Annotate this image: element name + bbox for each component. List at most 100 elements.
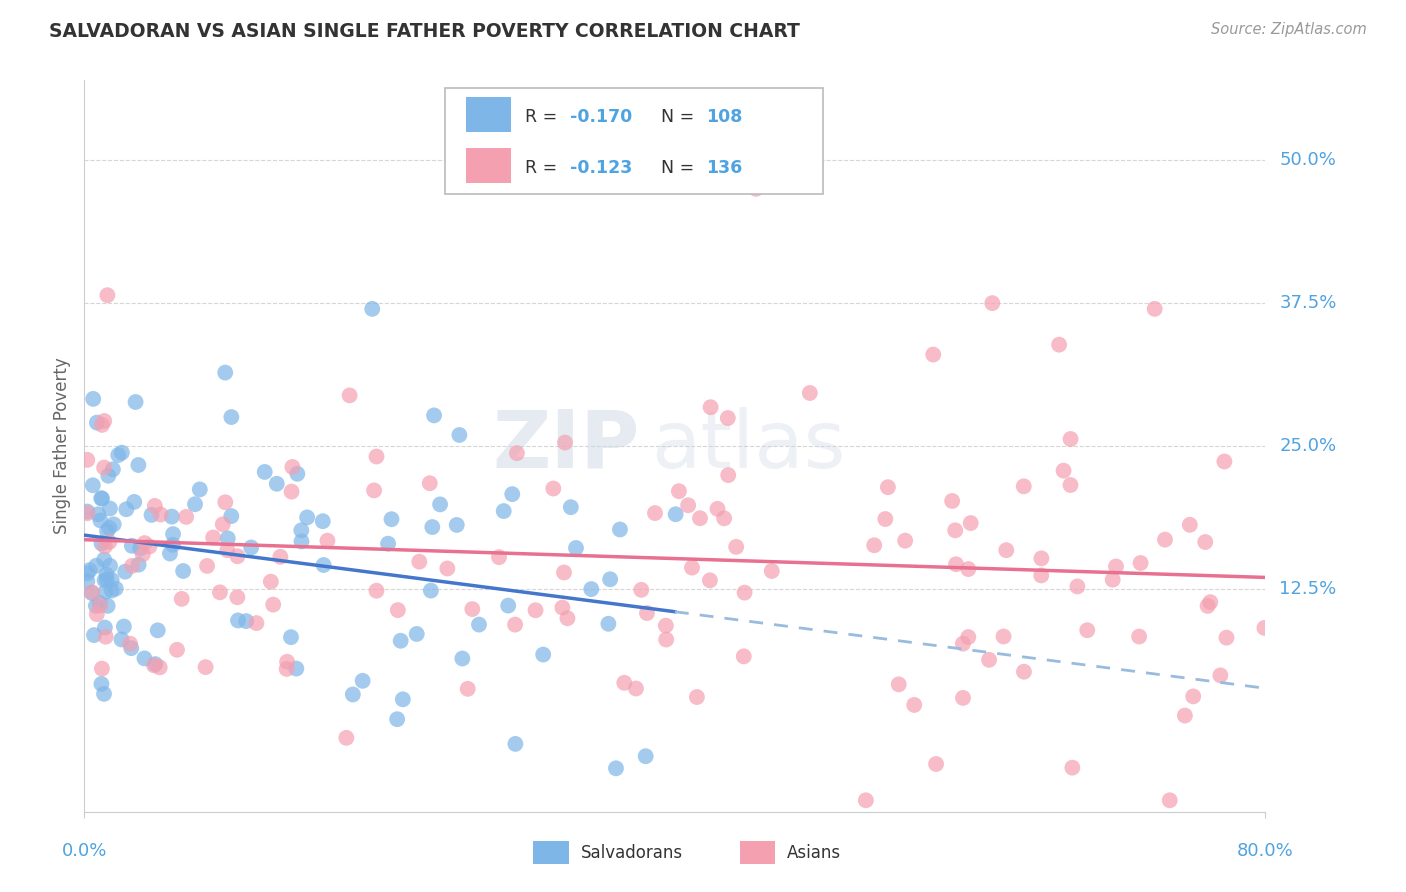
Point bbox=[159, 547, 181, 561]
Point bbox=[598, 616, 620, 631]
Text: 0.0%: 0.0% bbox=[62, 842, 107, 860]
Point bbox=[506, 446, 529, 460]
Point bbox=[531, 648, 554, 662]
Point bbox=[90, 677, 112, 691]
Point bbox=[634, 749, 657, 764]
Point bbox=[290, 524, 312, 538]
Point bbox=[226, 591, 249, 605]
Point bbox=[713, 511, 735, 525]
Point bbox=[761, 564, 783, 578]
Point bbox=[745, 182, 768, 196]
Point bbox=[312, 514, 335, 528]
Point bbox=[1047, 337, 1070, 351]
Point bbox=[89, 513, 111, 527]
Point bbox=[699, 401, 721, 415]
Point bbox=[925, 756, 948, 771]
Point bbox=[90, 491, 112, 506]
Point bbox=[686, 690, 709, 704]
Point bbox=[952, 637, 974, 651]
Y-axis label: Single Father Poverty: Single Father Poverty bbox=[53, 358, 72, 534]
Point bbox=[419, 583, 441, 598]
Point bbox=[82, 478, 104, 492]
Point bbox=[174, 509, 197, 524]
Point bbox=[86, 607, 108, 622]
Point bbox=[366, 450, 388, 464]
Point bbox=[405, 627, 427, 641]
Point bbox=[87, 508, 110, 522]
Point bbox=[554, 435, 576, 450]
Point bbox=[240, 541, 263, 555]
Point bbox=[184, 497, 207, 511]
Point bbox=[96, 288, 118, 302]
Text: R =: R = bbox=[524, 108, 562, 127]
Point bbox=[952, 690, 974, 705]
Text: atlas: atlas bbox=[651, 407, 845, 485]
Point bbox=[90, 536, 112, 550]
Point bbox=[112, 619, 135, 633]
Point bbox=[96, 567, 118, 582]
Point bbox=[957, 562, 980, 576]
Point bbox=[162, 538, 184, 552]
Point bbox=[149, 660, 172, 674]
Point bbox=[202, 531, 225, 545]
Point bbox=[449, 428, 471, 442]
Point bbox=[922, 347, 945, 362]
Point bbox=[668, 484, 690, 499]
Point bbox=[146, 624, 169, 638]
Text: 12.5%: 12.5% bbox=[1279, 580, 1337, 598]
Point bbox=[89, 596, 111, 610]
Point bbox=[492, 504, 515, 518]
Point bbox=[392, 692, 415, 706]
Point bbox=[96, 524, 118, 538]
Point bbox=[245, 616, 267, 631]
Point bbox=[110, 632, 132, 647]
Point bbox=[496, 599, 519, 613]
Point bbox=[84, 599, 107, 613]
Point bbox=[1031, 551, 1053, 566]
Text: R =: R = bbox=[524, 159, 562, 178]
Point bbox=[613, 675, 636, 690]
Point bbox=[285, 467, 308, 481]
Point bbox=[1143, 301, 1166, 316]
Point bbox=[959, 516, 981, 530]
Point bbox=[93, 687, 115, 701]
Point bbox=[1012, 479, 1035, 493]
Point bbox=[129, 541, 152, 556]
Point bbox=[194, 660, 217, 674]
Text: 108: 108 bbox=[706, 108, 742, 127]
Point bbox=[429, 497, 451, 511]
Point bbox=[676, 498, 699, 512]
Point bbox=[76, 566, 98, 581]
Point bbox=[93, 414, 115, 428]
Point bbox=[280, 484, 302, 499]
Point bbox=[195, 558, 218, 573]
Point bbox=[1128, 630, 1150, 644]
Point bbox=[1215, 631, 1237, 645]
Point bbox=[97, 599, 120, 613]
Point bbox=[734, 585, 756, 599]
Point bbox=[91, 417, 114, 432]
Point bbox=[141, 508, 163, 522]
FancyBboxPatch shape bbox=[740, 841, 775, 864]
Point bbox=[1253, 621, 1275, 635]
Text: 25.0%: 25.0% bbox=[1279, 437, 1337, 455]
Point bbox=[352, 673, 374, 688]
Point bbox=[104, 582, 127, 596]
Point bbox=[93, 552, 115, 566]
Point bbox=[262, 598, 284, 612]
Point bbox=[943, 524, 966, 538]
Point bbox=[681, 560, 703, 574]
Point bbox=[143, 657, 166, 672]
Point bbox=[501, 487, 523, 501]
Point bbox=[80, 585, 103, 599]
Point bbox=[76, 504, 98, 518]
Point bbox=[94, 540, 117, 554]
Point bbox=[624, 681, 647, 696]
Point bbox=[96, 573, 118, 587]
Point bbox=[166, 642, 188, 657]
Point bbox=[446, 517, 468, 532]
Point bbox=[335, 731, 357, 745]
Point bbox=[138, 540, 160, 554]
Point bbox=[79, 563, 101, 577]
Point bbox=[280, 630, 302, 644]
